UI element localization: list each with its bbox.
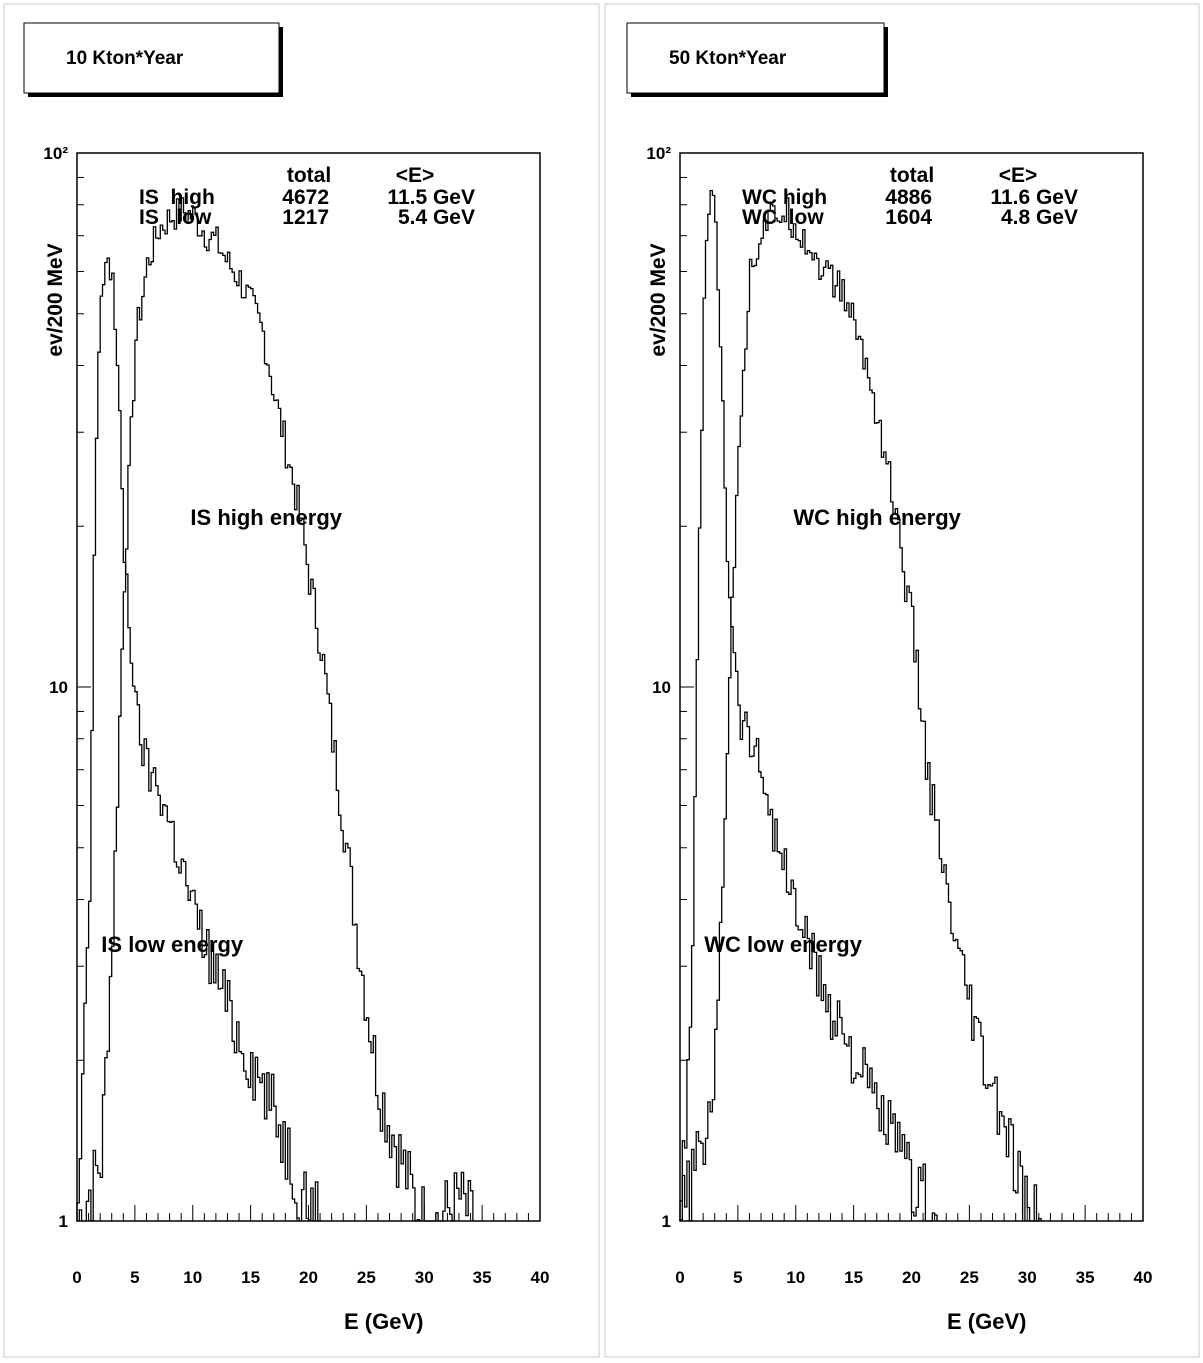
series-annotation: WC low energy xyxy=(704,932,862,957)
x-tick-label: 15 xyxy=(844,1268,863,1287)
stats-header-mean: <E> xyxy=(999,164,1038,187)
x-tick-label: 5 xyxy=(130,1268,139,1287)
stats-row-label: IS low xyxy=(139,206,212,229)
x-tick-label: 10 xyxy=(786,1268,805,1287)
x-tick-label: 20 xyxy=(902,1268,921,1287)
x-tick-label: 35 xyxy=(473,1268,492,1287)
stats-row-total: 1217 xyxy=(282,206,329,229)
stats-header-total: total xyxy=(287,164,331,187)
series-annotation: IS high energy xyxy=(190,505,342,530)
stats-row-label: IS high xyxy=(139,186,215,209)
stats-row-mean: 5.4 GeV xyxy=(398,206,475,229)
panel-frame-right xyxy=(604,3,1200,1358)
stats-row-total: 4886 xyxy=(885,186,932,209)
stats-header-mean: <E> xyxy=(396,164,435,187)
x-axis-label: E (GeV) xyxy=(947,1309,1026,1334)
panel-frame-left xyxy=(3,3,600,1358)
stats-row-total: 1604 xyxy=(885,206,932,229)
plot-frame xyxy=(679,152,1144,1222)
x-tick-label: 5 xyxy=(733,1268,742,1287)
y-tick-label: 10² xyxy=(43,144,68,163)
x-tick-label: 40 xyxy=(1134,1268,1153,1287)
y-tick-label: 1 xyxy=(59,1212,68,1231)
x-tick-label: 40 xyxy=(531,1268,550,1287)
stats-row-label: WC high xyxy=(742,186,827,209)
series-annotation: WC high energy xyxy=(793,505,961,530)
x-tick-label: 20 xyxy=(299,1268,318,1287)
chart-panel-1: 10 Kton*Year 1 10 10² 0 5 10 15 20 25 30 35 40 E (GeV… xyxy=(23,22,550,1334)
y-tick-label: 1 xyxy=(662,1212,671,1231)
y-axis-label: ev/200 MeV xyxy=(647,243,670,356)
plot-frame xyxy=(76,152,541,1222)
title-box xyxy=(626,22,885,94)
x-tick-label: 35 xyxy=(1076,1268,1095,1287)
series-line-high xyxy=(679,197,1042,1222)
stats-row-mean: 11.6 GeV xyxy=(990,186,1078,209)
stats-row-label: WC low xyxy=(742,206,824,229)
x-tick-label: 0 xyxy=(72,1268,81,1287)
x-tick-label: 25 xyxy=(960,1268,979,1287)
stats-row-total: 4672 xyxy=(282,186,329,209)
y-axis-label: ev/200 MeV xyxy=(44,243,67,356)
y-tick-label: 10 xyxy=(652,678,671,697)
series-line-low xyxy=(679,189,938,1222)
series-line-high xyxy=(77,197,474,1222)
x-tick-label: 25 xyxy=(357,1268,376,1287)
stats-row-mean: 4.8 GeV xyxy=(1001,206,1078,229)
y-tick-label: 10² xyxy=(646,144,671,163)
chart-title: 10 Kton*Year xyxy=(66,48,184,69)
x-tick-label: 15 xyxy=(241,1268,260,1287)
title-box xyxy=(23,22,280,94)
stats-header-total: total xyxy=(890,164,934,187)
stats-row-mean: 11.5 GeV xyxy=(387,186,475,209)
chart-title: 50 Kton*Year xyxy=(669,48,787,69)
series-line-low xyxy=(76,257,323,1222)
chart-panel-2: 50 Kton*Year 1 10 10² 0 5 10 15 20 25 30 35 40 E (GeV… xyxy=(626,22,1153,1334)
x-axis-label: E (GeV) xyxy=(344,1309,423,1334)
x-tick-label: 30 xyxy=(1018,1268,1037,1287)
x-tick-label: 0 xyxy=(675,1268,684,1287)
y-tick-label: 10 xyxy=(49,678,68,697)
series-annotation: IS low energy xyxy=(101,932,244,957)
x-tick-label: 30 xyxy=(415,1268,434,1287)
x-tick-label: 10 xyxy=(183,1268,202,1287)
